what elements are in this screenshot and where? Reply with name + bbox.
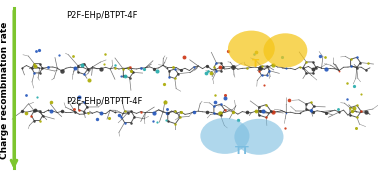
Ellipse shape xyxy=(228,31,275,67)
Text: Charge recombination rate: Charge recombination rate xyxy=(0,21,9,159)
Ellipse shape xyxy=(263,33,307,68)
Text: P2F-EHp/BTPTT-4F: P2F-EHp/BTPTT-4F xyxy=(66,97,143,106)
Text: TT: TT xyxy=(234,146,249,156)
Ellipse shape xyxy=(200,118,249,154)
Ellipse shape xyxy=(234,119,284,155)
Text: P2F-EHp/BTPT-4F: P2F-EHp/BTPT-4F xyxy=(66,11,138,20)
Text: T: T xyxy=(252,59,259,69)
